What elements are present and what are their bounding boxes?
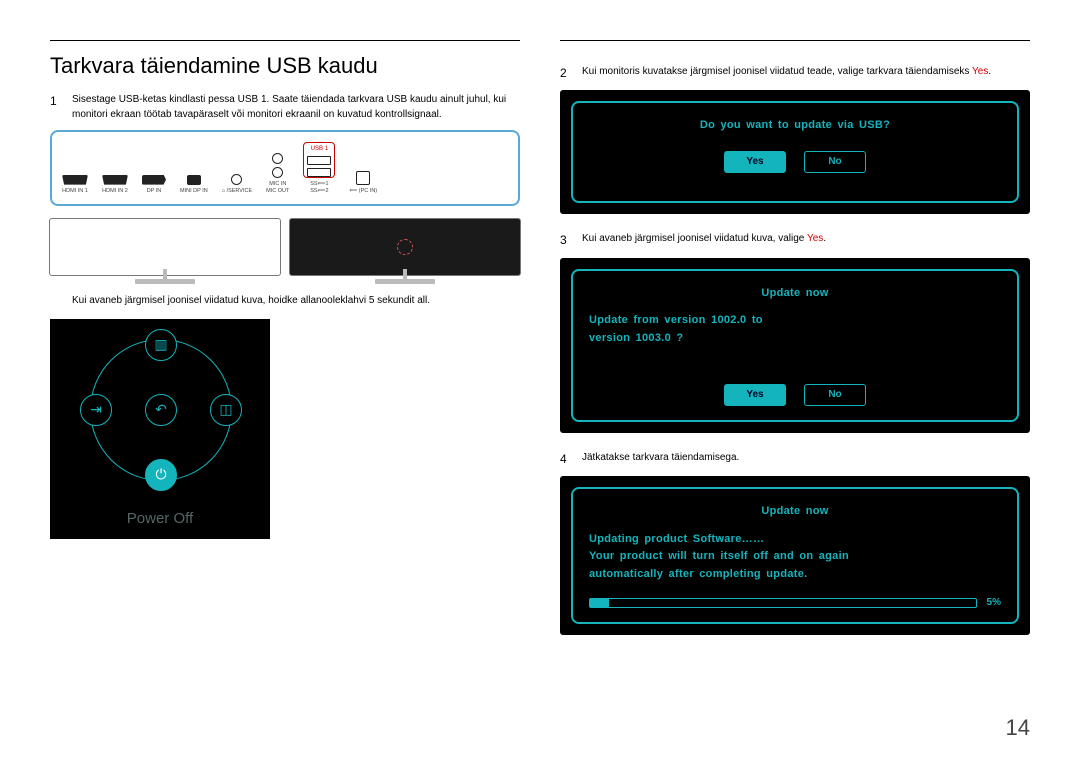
text-yes: Yes xyxy=(972,66,988,77)
step-num xyxy=(50,294,62,309)
usb1-label: USB 1 xyxy=(311,146,328,152)
step-text: Kui avaneb järgmisel joonisel viidatud k… xyxy=(582,232,826,249)
step-text: Kui avaneb järgmisel joonisel viidatud k… xyxy=(72,294,430,309)
monitor-screen xyxy=(49,218,281,276)
manual-page: Tarkvara täiendamine USB kaudu 1 Sisesta… xyxy=(0,0,1080,763)
monitor-screen xyxy=(289,218,521,276)
osd-line: Update from version 1002.0 to xyxy=(589,312,1001,330)
jack-icon xyxy=(231,174,242,185)
power-off-label: Power Off xyxy=(50,510,270,527)
osd-yes-button[interactable]: Yes xyxy=(724,151,786,173)
right-column: 2 Kui monitoris kuvatakse järgmisel joon… xyxy=(560,40,1030,653)
progress-bar xyxy=(589,598,977,608)
monitor-signal xyxy=(290,218,520,284)
monitor-stand xyxy=(375,279,435,284)
port-minidp: MINI DP IN xyxy=(180,175,208,195)
minidp-icon xyxy=(187,175,201,185)
step-text: Jätkatakse tarkvara täiendamisega. xyxy=(582,451,739,468)
osd-line: Your product will turn itself off and on… xyxy=(589,548,1001,566)
progress-label: 5% xyxy=(987,597,1001,608)
osd-no-button[interactable]: No xyxy=(804,384,866,406)
hdmi-icon xyxy=(102,175,128,185)
port-label: ⌂ /SERVICE xyxy=(222,188,252,195)
step-2: 2 Kui monitoris kuvatakse järgmisel joon… xyxy=(560,65,1030,82)
jack-pair-icon xyxy=(272,153,283,178)
jack-icon xyxy=(272,153,283,164)
port-pcin: ⟸ (PC IN) xyxy=(349,171,377,195)
step-num: 4 xyxy=(560,451,572,468)
osd-dialog-1: Do you want to update via USB? Yes No xyxy=(560,90,1030,214)
port-label: MIC IN MIC OUT xyxy=(266,181,289,194)
text: . xyxy=(988,66,991,77)
osd-title: Update now xyxy=(589,503,1001,521)
progress-row: 5% xyxy=(589,597,1001,608)
osd-line: Updating product Software…… xyxy=(589,531,1001,549)
jack-icon xyxy=(272,167,283,178)
step-1b: Kui avaneb järgmisel joonisel viidatud k… xyxy=(50,294,520,309)
port-label: HDMI IN 1 xyxy=(62,188,88,195)
divider xyxy=(50,40,520,41)
jog-up-icon: ▥ xyxy=(145,329,177,361)
port-hdmi2: HDMI IN 2 xyxy=(102,175,128,195)
text: Kui monitoris kuvatakse järgmisel joonis… xyxy=(582,66,972,77)
jog-dial-diagram: ▥ ⇥ ↶ ◫ ⏻ Power Off xyxy=(50,319,270,539)
usb-slot-icon xyxy=(307,168,331,177)
signal-icon xyxy=(397,239,413,255)
osd-no-button[interactable]: No xyxy=(804,151,866,173)
port-dp: DP IN xyxy=(142,175,166,195)
osd-inner: Do you want to update via USB? Yes No xyxy=(571,101,1019,203)
osd-buttons: Yes No xyxy=(589,151,1001,173)
ports-panel: HDMI IN 1 HDMI IN 2 DP IN MINI DP IN ⌂ /… xyxy=(50,130,520,206)
port-usb: USB 1 SS⟸1 SS⟸2 xyxy=(303,142,335,194)
port-mic: MIC IN MIC OUT xyxy=(266,153,289,194)
step-num: 1 xyxy=(50,93,62,122)
progress-fill xyxy=(590,599,609,607)
text: Kui avaneb järgmisel joonisel viidatud k… xyxy=(582,233,807,244)
port-label: HDMI IN 2 xyxy=(102,188,128,195)
osd-title: Update now xyxy=(589,285,1001,303)
osd-dialog-3: Update now Updating product Software…… Y… xyxy=(560,476,1030,635)
port-label: MINI DP IN xyxy=(180,188,208,195)
step-text: Kui monitoris kuvatakse järgmisel joonis… xyxy=(582,65,991,82)
step-4: 4 Jätkatakse tarkvara täiendamisega. xyxy=(560,451,1030,468)
monitor-normal xyxy=(50,218,280,284)
jog-pip-icon: ◫ xyxy=(210,394,242,426)
text-yes: Yes xyxy=(807,233,823,244)
monitor-stand xyxy=(135,279,195,284)
osd-inner: Update now Updating product Software…… Y… xyxy=(571,487,1019,624)
jog-power-icon: ⏻ xyxy=(145,459,177,491)
jog-back-icon: ↶ xyxy=(145,394,177,426)
usb-slot-icon xyxy=(307,156,331,165)
jog-source-icon: ⇥ xyxy=(80,394,112,426)
osd-dialog-2: Update now Update from version 1002.0 to… xyxy=(560,258,1030,433)
port-label: DP IN xyxy=(147,188,162,195)
pcin-icon xyxy=(356,171,370,185)
step-num: 3 xyxy=(560,232,572,249)
left-column: Tarkvara täiendamine USB kaudu 1 Sisesta… xyxy=(50,40,520,653)
port-label: ⟸ (PC IN) xyxy=(349,188,377,195)
step-num: 2 xyxy=(560,65,572,82)
dp-icon xyxy=(142,175,166,185)
port-service: ⌂ /SERVICE xyxy=(222,174,252,195)
page-title: Tarkvara täiendamine USB kaudu xyxy=(50,53,520,79)
osd-line: version 1003.0 ? xyxy=(589,330,1001,348)
osd-title: Do you want to update via USB? xyxy=(589,117,1001,135)
usb-highlight: USB 1 xyxy=(303,142,335,178)
step-1: 1 Sisestage USB-ketas kindlasti pessa US… xyxy=(50,93,520,122)
text: . xyxy=(823,233,826,244)
osd-line: automatically after completing update. xyxy=(589,566,1001,584)
port-label: SS⟸1 SS⟸2 xyxy=(310,181,328,194)
osd-buttons: Yes No xyxy=(589,384,1001,406)
port-hdmi1: HDMI IN 1 xyxy=(62,175,88,195)
hdmi-icon xyxy=(62,175,88,185)
osd-inner: Update now Update from version 1002.0 to… xyxy=(571,269,1019,422)
step-3: 3 Kui avaneb järgmisel joonisel viidatud… xyxy=(560,232,1030,249)
monitor-illustrations xyxy=(50,218,520,284)
divider xyxy=(560,40,1030,41)
two-column-layout: Tarkvara täiendamine USB kaudu 1 Sisesta… xyxy=(50,40,1030,653)
page-number: 14 xyxy=(1006,715,1030,741)
osd-yes-button[interactable]: Yes xyxy=(724,384,786,406)
step-text: Sisestage USB-ketas kindlasti pessa USB … xyxy=(72,93,520,122)
